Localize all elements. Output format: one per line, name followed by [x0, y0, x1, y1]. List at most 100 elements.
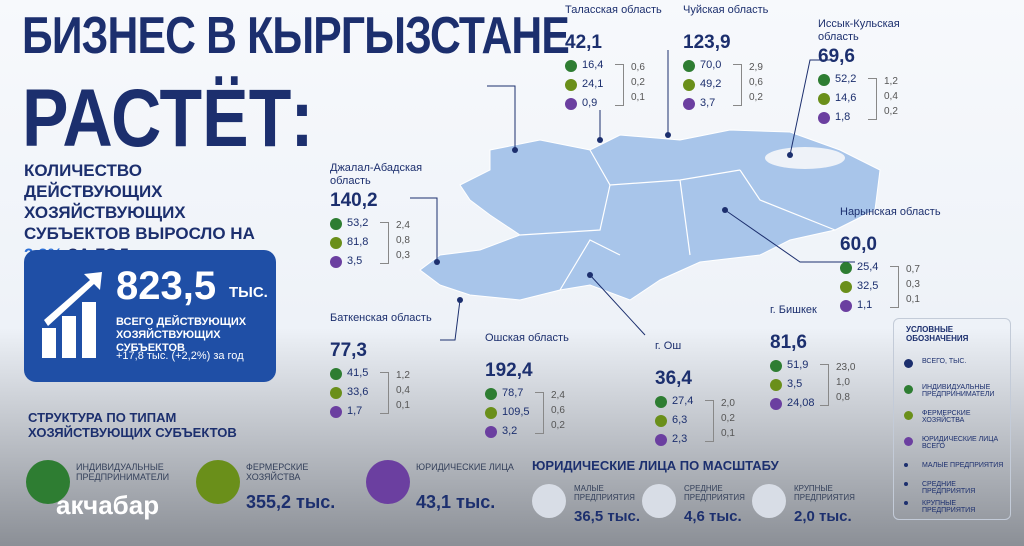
icon	[770, 360, 782, 372]
scale-label: КРУПНЫЕ ПРЕДПРИЯТИЯ	[794, 484, 855, 502]
icon	[840, 300, 852, 312]
icon	[818, 112, 830, 124]
scale-icon	[532, 484, 566, 518]
icon	[565, 79, 577, 91]
scale-label: МАЛЫЕ ПРЕДПРИЯТИЯ	[574, 484, 635, 502]
region-scale-value: 0,1	[631, 92, 645, 103]
region-value: 3,5	[347, 255, 363, 267]
region-value: 53,2	[347, 217, 369, 229]
structure-value: 355,2 тыс.	[246, 492, 336, 512]
subtitle-text: КОЛИЧЕСТВО ДЕЙСТВУЮЩИХ ХОЗЯЙСТВУЮЩИХ СУБ…	[24, 161, 255, 243]
region-scale-value: 0,6	[551, 405, 565, 416]
region-name: Иссык-Кульская область	[818, 18, 900, 43]
growth-icon	[42, 272, 102, 358]
region-name: Джалал-Абадская область	[330, 162, 423, 187]
structure-icon	[366, 460, 410, 504]
bracket	[868, 78, 877, 120]
region-scale-value: 0,8	[396, 235, 410, 246]
icon	[330, 237, 342, 249]
region-value: 1,8	[835, 111, 851, 123]
region-scale-value: 0,6	[631, 62, 645, 73]
icon	[485, 388, 497, 400]
region-total: 81,6	[770, 332, 807, 353]
region-scale-value: 0,2	[749, 92, 763, 103]
region-scale-value: 0,4	[884, 91, 898, 102]
region-scale-value: 1,2	[884, 76, 898, 87]
region-scale-value: 1,0	[836, 377, 850, 388]
region-value: 70,0	[700, 59, 722, 71]
scale-value: 4,6 тыс.	[684, 508, 742, 525]
region-scale-value: 2,9	[749, 62, 763, 73]
structure-value: 43,1 тыс.	[416, 492, 496, 512]
structure-icon	[26, 460, 70, 504]
region-total: 77,3	[330, 340, 367, 361]
icon	[330, 387, 342, 399]
region-name: Таласская область	[565, 4, 662, 16]
country-shape	[419, 129, 881, 301]
legend-icon	[904, 482, 908, 486]
summary-unit: ТЫС.	[229, 284, 268, 301]
region-value: 32,5	[857, 280, 879, 292]
region-scale-value: 23,0	[836, 362, 856, 373]
legend-icon	[904, 501, 908, 505]
structure-label: ИНДИВИДУАЛЬНЫЕ ПРЕДПРИНИМАТЕЛИ	[76, 462, 170, 482]
legend-icon	[904, 411, 913, 420]
region-value: 27,4	[672, 395, 694, 407]
icon	[818, 93, 830, 105]
structure-icon	[196, 460, 240, 504]
region-value: 0,9	[582, 97, 598, 109]
region-value: 24,1	[582, 78, 604, 90]
region-total: 140,2	[330, 190, 378, 211]
region-value: 3,2	[502, 425, 518, 437]
region-scale-value: 1,2	[396, 370, 410, 381]
icon	[770, 398, 782, 410]
scale-icon	[752, 484, 786, 518]
region-value: 33,6	[347, 386, 369, 398]
bracket	[535, 392, 544, 434]
icon	[770, 379, 782, 391]
region-total: 60,0	[840, 234, 877, 255]
icon	[485, 407, 497, 419]
region-scale-value: 0,2	[721, 413, 735, 424]
region-scale-value: 0,8	[836, 392, 850, 403]
region-total: 192,4	[485, 360, 533, 381]
icon	[683, 79, 695, 91]
region-value: 52,2	[835, 73, 857, 85]
region-total: 69,6	[818, 46, 855, 67]
scale-icon	[642, 484, 676, 518]
legend-icon	[904, 385, 913, 394]
legend-icon	[904, 359, 913, 368]
region-value: 6,3	[672, 414, 688, 426]
region-scale-value: 0,1	[396, 400, 410, 411]
summary-label: ВСЕГО ДЕЙСТВУЮЩИХ ХОЗЯЙСТВУЮЩИХ СУБЪЕКТО…	[116, 316, 247, 354]
bracket	[890, 266, 899, 308]
region-total: 123,9	[683, 32, 731, 53]
icon	[683, 60, 695, 72]
region-scale-value: 0,1	[906, 294, 920, 305]
icon	[330, 368, 342, 380]
region-scale-value: 0,2	[551, 420, 565, 431]
legend-icon	[904, 437, 913, 446]
region-value: 78,7	[502, 387, 524, 399]
icon	[840, 262, 852, 274]
structure-label: ФЕРМЕРСКИЕ ХОЗЯЙСТВА	[246, 462, 309, 482]
icon	[655, 434, 667, 446]
region-total: 36,4	[655, 368, 692, 389]
region-value: 25,4	[857, 261, 879, 273]
region-name: Ошская область	[485, 332, 569, 344]
region-value: 109,5	[502, 406, 530, 418]
scale-title: ЮРИДИЧЕСКИЕ ЛИЦА ПО МАСШТАБУ	[532, 458, 779, 473]
region-name: Нарынская область	[840, 206, 941, 218]
region-scale-value: 0,6	[749, 77, 763, 88]
bracket	[820, 364, 829, 406]
icon	[485, 426, 497, 438]
region-scale-value: 0,2	[631, 77, 645, 88]
icon	[655, 396, 667, 408]
region-scale-value: 0,2	[884, 106, 898, 117]
legend-icon	[904, 463, 908, 467]
bracket	[615, 64, 624, 106]
legend-label: МАЛЫЕ ПРЕДПРИЯТИЯ	[922, 462, 1004, 469]
legend: УСЛОВНЫЕ ОБОЗНАЧЕНИЯ ВСЕГО, ТЫС. ИНДИВИДУ…	[893, 318, 1011, 520]
region-scale-value: 2,4	[551, 390, 565, 401]
